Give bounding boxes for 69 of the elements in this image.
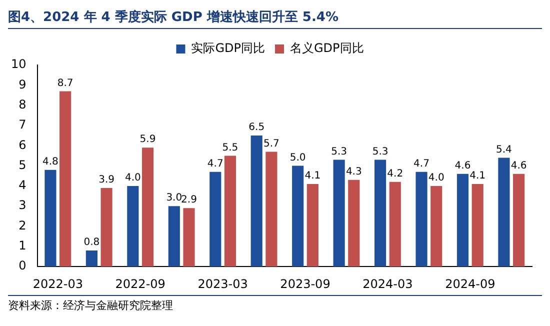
data-label: 5.3 (372, 146, 388, 158)
data-label: 0.8 (84, 237, 100, 248)
bar (430, 186, 442, 267)
data-label: 4.6 (510, 160, 527, 172)
bar (389, 182, 401, 267)
data-label: 4.7 (207, 158, 224, 170)
data-label: 5.7 (263, 138, 280, 150)
bar (292, 166, 304, 267)
y-tick-label: 2 (18, 218, 26, 232)
bar (374, 160, 386, 267)
y-tick-label: 5 (18, 158, 26, 172)
x-tick-label: 2023-03 (198, 276, 248, 291)
data-label: 4.8 (42, 156, 58, 168)
bar (142, 148, 154, 267)
data-label: 4.7 (414, 158, 430, 170)
bar (183, 208, 195, 267)
chart-title: 图4、2024 年 4 季度实际 GDP 增速快速回升至 5.4% (8, 8, 542, 29)
data-label: 2.9 (181, 194, 197, 206)
y-tick-label: 4 (18, 178, 26, 192)
bar (127, 186, 139, 267)
y-tick-label: 10 (10, 57, 26, 72)
data-label: 4.6 (454, 160, 471, 172)
bar (348, 180, 360, 267)
legend-label: 实际GDP同比 (191, 41, 266, 56)
data-label: 5.4 (496, 144, 512, 156)
bar (224, 156, 236, 267)
bar (306, 184, 318, 267)
y-tick-label: 3 (18, 198, 26, 212)
data-label: 4.1 (304, 170, 321, 182)
bar (86, 250, 98, 267)
bar (472, 184, 484, 267)
bar (44, 170, 56, 267)
y-tick-label: 0 (18, 258, 26, 273)
bar (416, 172, 428, 267)
bar (498, 158, 510, 267)
data-label: 3.9 (98, 174, 114, 186)
data-label: 4.0 (428, 172, 444, 184)
bar (333, 160, 345, 267)
bar (168, 206, 180, 267)
y-tick-label: 8 (18, 97, 26, 112)
bar (266, 152, 278, 267)
data-label: 5.9 (140, 134, 156, 146)
data-label: 8.7 (57, 78, 74, 89)
data-label: 3.0 (166, 192, 182, 204)
y-tick-label: 1 (18, 238, 26, 253)
y-tick-label: 9 (18, 77, 26, 92)
x-tick-label: 2023-09 (280, 276, 330, 291)
data-label: 5.5 (222, 142, 238, 154)
data-label: 5.0 (290, 152, 306, 164)
x-tick-label: 2022-09 (115, 276, 166, 291)
bar (513, 174, 525, 267)
data-label: 4.2 (387, 168, 404, 180)
legend-label: 名义GDP同比 (290, 41, 364, 56)
data-label: 4.0 (124, 172, 141, 184)
y-tick-label: 7 (18, 118, 26, 132)
x-tick-label: 2024-03 (362, 276, 413, 291)
text: 资料来源：经济与金融研究院整理 (8, 295, 542, 313)
x-tick-label: 2024-09 (445, 276, 496, 291)
data-label: 4.3 (346, 166, 362, 178)
x-tick-label: 2022-03 (32, 276, 83, 291)
data-label: 5.3 (331, 146, 348, 158)
data-label: 6.5 (248, 122, 265, 134)
bar (250, 136, 262, 267)
y-tick-label: 6 (18, 138, 26, 152)
data-label: 4.1 (470, 170, 486, 182)
bar (210, 172, 222, 267)
bar (456, 174, 469, 267)
bar (60, 91, 72, 267)
bar (100, 188, 112, 267)
